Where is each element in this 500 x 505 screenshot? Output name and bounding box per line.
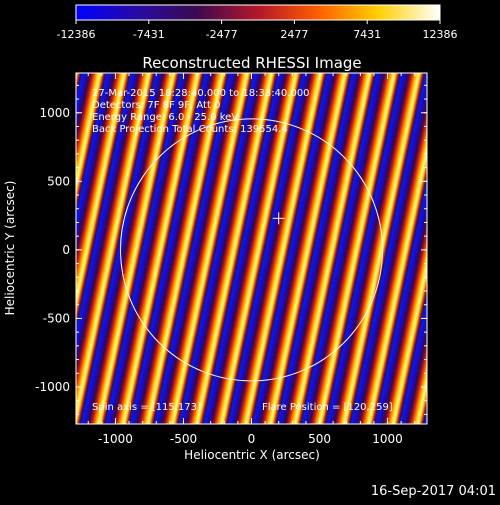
footer-timestamp: 16-Sep-2017 04:01 [371, 484, 496, 499]
annotation-time-range: 27-Mar-2015 18:28:40.000 to 18:33:40.000 [92, 88, 310, 99]
colorbar: -12386 -7431 -2477 2477 7431 12386 [57, 4, 458, 41]
y-tick-label: 1000 [39, 106, 70, 120]
y-tick-labels: 1000 500 0 -500 -1000 [35, 106, 70, 394]
plot-title: Reconstructed RHESSI Image [142, 54, 361, 72]
x-tick-label: -500 [170, 432, 197, 446]
x-tick-labels: -1000 -500 0 500 1000 [98, 432, 403, 446]
annotation-energy-range: Energy Range: 6.0 - 25.0 keV [92, 112, 238, 123]
colorbar-ticks [75, 20, 441, 24]
colorbar-tick-label: 7431 [353, 28, 381, 41]
solar-limb-circle [119, 118, 384, 382]
y-tick-label: -500 [43, 311, 70, 325]
colorbar-gradient [75, 4, 441, 21]
annotation-block: 27-Mar-2015 18:28:40.000 to 18:33:40.000… [92, 88, 393, 413]
y-tick-label: -1000 [35, 380, 70, 394]
colorbar-tick-label: -12386 [57, 28, 96, 41]
colorbar-tick-label: -2477 [206, 28, 238, 41]
x-tick-label: 500 [308, 432, 331, 446]
x-axis-label: Heliocentric X (arcsec) [184, 448, 320, 462]
colorbar-tick-labels: -12386 -7431 -2477 2477 7431 12386 [57, 28, 458, 41]
crosshair-icon [272, 212, 285, 225]
colorbar-tick-label: -7431 [133, 28, 165, 41]
colorbar-tick-label: 12386 [423, 28, 458, 41]
colorbar-tick-label: 2477 [280, 28, 308, 41]
spin-axis-label: Spin axis = [115,173] [92, 402, 201, 413]
y-tick-label: 0 [62, 243, 70, 257]
annotation-method-counts: Back Projection Total Counts: 139554.4 [92, 124, 288, 135]
y-axis-label: Heliocentric Y (arcsec) [3, 181, 17, 316]
plot-area [75, 72, 428, 425]
annotation-detectors: Detectors: 7F 8F 9F, Att 0 [92, 100, 220, 111]
x-tick-label: 1000 [372, 432, 403, 446]
x-tick-label: -1000 [98, 432, 133, 446]
y-tick-label: 500 [47, 174, 70, 188]
stripe-heatmap [76, 73, 427, 424]
x-tick-label: 0 [248, 432, 256, 446]
flare-position-label: Flare Position = [120,259] [262, 402, 393, 413]
axis-ticks [76, 73, 427, 424]
